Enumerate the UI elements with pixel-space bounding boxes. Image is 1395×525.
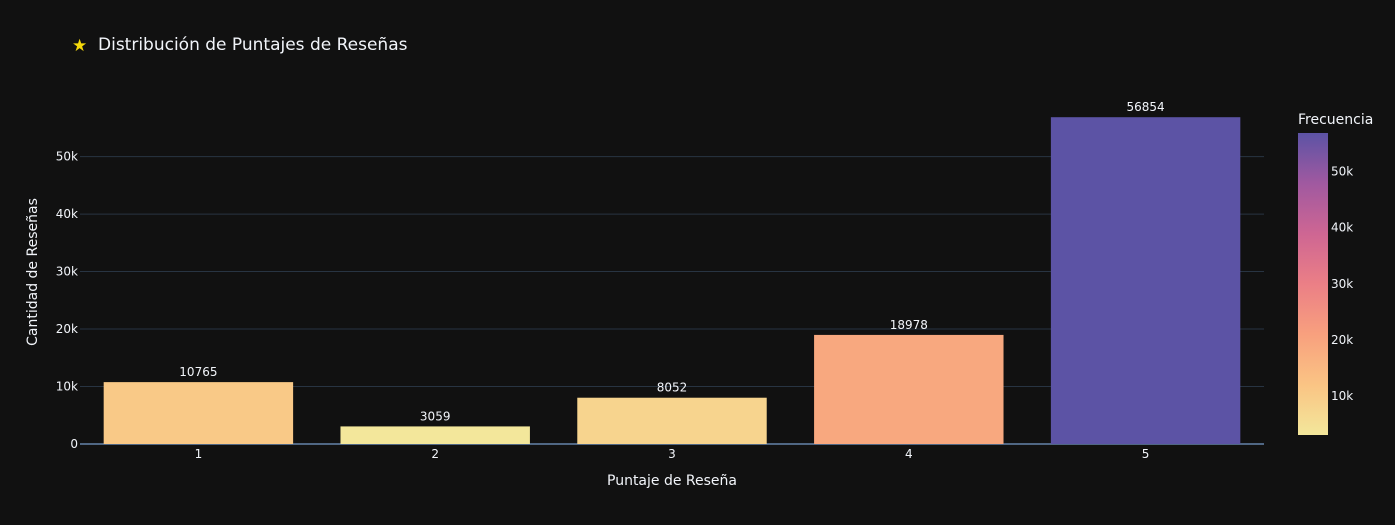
colorbar-tick-label: 50k	[1331, 164, 1353, 178]
colorbar-ticks: 10k 20k 30k 40k 50k	[1331, 164, 1353, 403]
y-tick-label: 50k	[56, 150, 78, 164]
y-axis-ticks: 0 10k 20k 30k 40k 50k	[56, 150, 78, 451]
y-axis-title: Cantidad de Reseñas	[25, 198, 41, 346]
colorbar-title: Frecuencia	[1298, 112, 1373, 128]
colorbar-tick-label: 10k	[1331, 389, 1353, 403]
bar-data-label: 18978	[890, 318, 928, 332]
title-star-icon: ★	[72, 36, 87, 56]
y-tick-label: 40k	[56, 207, 78, 221]
x-tick-label: 4	[905, 447, 913, 461]
x-axis-title: Puntaje de Reseña	[607, 473, 737, 489]
bar	[1050, 117, 1241, 444]
bar-data-label: 10765	[179, 365, 217, 379]
chart-title: Distribución de Puntajes de Reseñas	[98, 35, 408, 55]
bar	[577, 397, 767, 444]
x-tick-label: 3	[668, 447, 676, 461]
bar	[814, 334, 1004, 444]
x-axis-ticks: 1 2 3 4 5	[195, 447, 1150, 461]
y-tick-label: 0	[70, 437, 78, 451]
colorbar-tick-label: 20k	[1331, 333, 1353, 347]
y-tick-label: 30k	[56, 265, 78, 279]
x-tick-label: 2	[431, 447, 439, 461]
bar-data-label: 56854	[1127, 100, 1165, 114]
bar	[340, 426, 530, 444]
colorbar-tick-label: 30k	[1331, 277, 1353, 291]
y-tick-label: 10k	[56, 380, 78, 394]
colorbar-tick-label: 40k	[1331, 221, 1353, 235]
x-tick-label: 5	[1142, 447, 1150, 461]
bar-data-label: 8052	[657, 381, 688, 395]
bar-data-label: 3059	[420, 409, 451, 423]
bars	[103, 117, 1241, 444]
bar-data-labels: 10765 3059 8052 18978 56854	[179, 100, 1164, 423]
x-tick-label: 1	[195, 447, 203, 461]
y-tick-label: 20k	[56, 322, 78, 336]
colorbar	[1298, 133, 1328, 435]
bar	[103, 382, 294, 444]
